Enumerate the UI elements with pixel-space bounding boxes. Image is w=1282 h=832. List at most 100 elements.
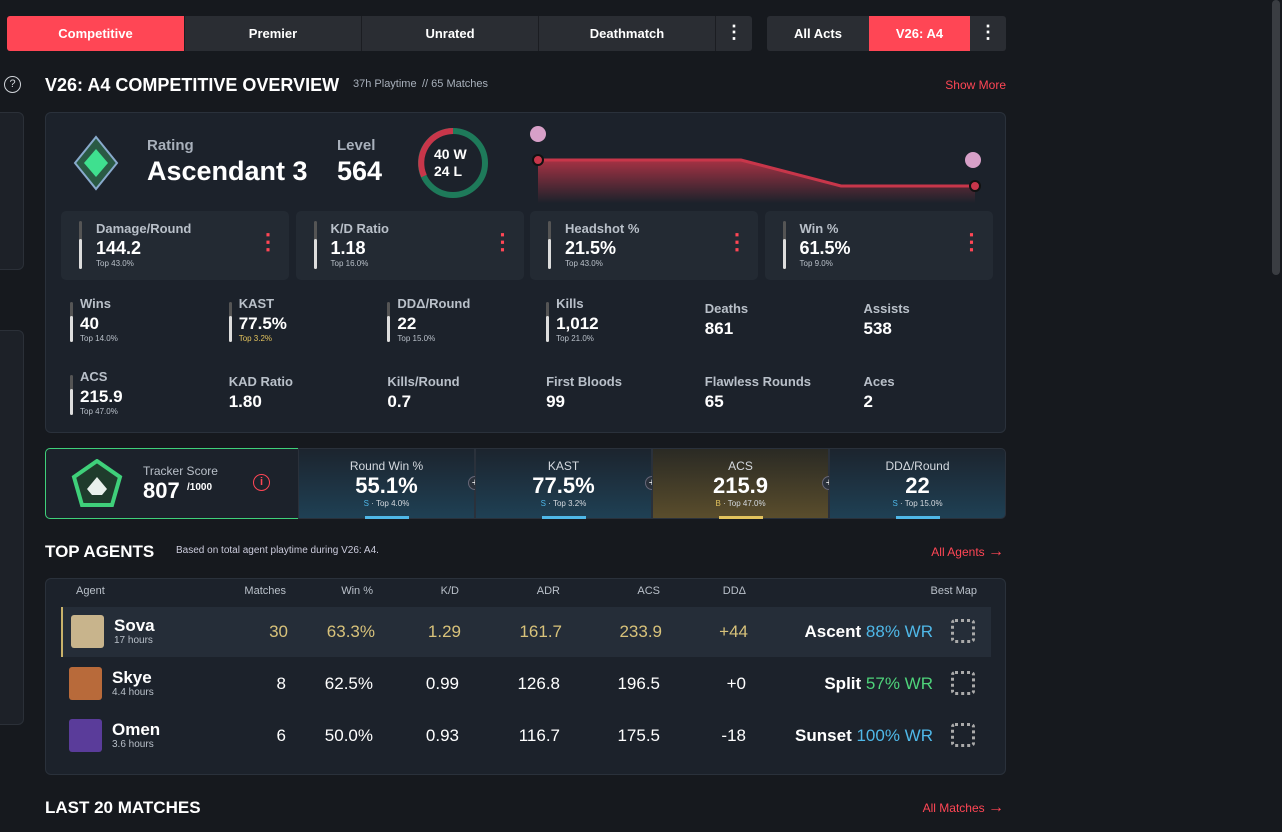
agent-cell: 1.29: [427, 622, 461, 641]
score-sub: S · Top 4.0%: [363, 499, 410, 508]
agent-row[interactable]: Skye 4.4 hours 8 62.5% 0.99 126.8 196.5 +0 Split…: [61, 659, 991, 709]
agent-cell: 0.93: [425, 726, 459, 745]
stat-value: 538: [863, 319, 892, 338]
best-map: Split 57% WR: [824, 674, 933, 694]
main-stat-value: 61.5%: [799, 238, 851, 258]
score-bar: [542, 516, 586, 519]
agent-cell: -18: [721, 726, 746, 745]
mode-tab[interactable]: Unrated: [362, 16, 539, 51]
stat-bar-fill: [548, 239, 551, 269]
score-top: Top 47.0%: [727, 499, 766, 508]
map-name: Split: [824, 674, 862, 693]
help-icon[interactable]: ?: [4, 76, 21, 93]
stat-menu[interactable]: ⋮: [491, 229, 514, 254]
score-sub: S · Top 3.2%: [540, 499, 587, 508]
agent-cell: +44: [719, 622, 748, 641]
score-sub: B · Top 47.0%: [715, 499, 766, 508]
stat-bar-fill: [79, 239, 82, 269]
stat-label: Deaths: [704, 301, 749, 316]
agent-row[interactable]: Omen 3.6 hours 6 50.0% 0.93 116.7 175.5 -18 Suns…: [61, 711, 991, 761]
main-stat-label: Damage/Round: [96, 221, 192, 236]
agent-hours: 17 hours: [114, 635, 153, 646]
best-map: Ascent 88% WR: [805, 622, 934, 642]
main-stat-top: Top 43.0%: [96, 259, 134, 268]
show-more-link[interactable]: Show More: [945, 78, 1006, 92]
all-agents-text[interactable]: All Agents: [931, 545, 985, 559]
playtime: 37h Playtime: [353, 78, 417, 90]
map-icon: [951, 671, 975, 695]
all-matches-link[interactable]: All Matches →: [922, 799, 1004, 816]
main-stat-top: Top 9.0%: [799, 259, 833, 268]
match-count: // 65 Matches: [422, 78, 489, 90]
agent-cell: 116.7: [518, 726, 560, 745]
info-icon[interactable]: i: [253, 474, 270, 491]
tracker-max: /1000: [187, 482, 213, 493]
stat-top: Top 47.0%: [80, 407, 118, 416]
main-stat-card: Headshot % 21.5% Top 43.0% ⋮: [530, 211, 758, 280]
agent-row[interactable]: Sova 17 hours 30 63.3% 1.29 161.7 233.9 +44 Asce…: [61, 607, 991, 657]
stat-value: 1,012: [556, 314, 599, 333]
stat-value: 861: [704, 319, 734, 338]
score-card: ACS 215.9 B · Top 47.0%: [652, 448, 829, 519]
score-bar: [896, 516, 940, 519]
score-grade: S: [363, 499, 369, 508]
stat-value: 215.9: [80, 387, 123, 406]
main-stat-top: Top 16.0%: [330, 259, 369, 268]
stat-value: 0.7: [387, 392, 412, 411]
map-name: Ascent: [804, 622, 862, 641]
score-value: 22: [905, 473, 930, 498]
score-value: 215.9: [712, 473, 769, 498]
stat-top: Top 15.0%: [397, 334, 436, 343]
act-tab[interactable]: V26: A4: [869, 16, 970, 51]
stat-value: 65: [704, 392, 724, 411]
stat-label: First Bloods: [546, 374, 622, 389]
score-top: Top 15.0%: [904, 499, 943, 508]
agent-cell: 196.5: [617, 674, 660, 693]
score-grade: S: [892, 499, 898, 508]
score-value: 77.5%: [532, 473, 595, 498]
stat-label: KAST: [238, 296, 275, 311]
agent-hours: 4.4 hours: [112, 687, 154, 698]
agent-name: Omen: [112, 720, 161, 739]
wins: 40 W: [434, 146, 467, 162]
score-sub: S · Top 15.0%: [892, 499, 943, 508]
stat-value: 40: [80, 314, 99, 333]
rank-icon: [73, 135, 119, 191]
mode-tab[interactable]: Deathmatch: [539, 16, 716, 51]
stat-value: 22: [397, 314, 417, 333]
stat-value: 2: [863, 392, 873, 411]
stat-label: Aces: [863, 374, 895, 389]
column-header: ACS: [637, 585, 660, 597]
main-stat-label: K/D Ratio: [330, 221, 390, 236]
stat-menu[interactable]: ⋮: [257, 229, 279, 254]
rating: Ascendant 3: [147, 156, 308, 186]
agent-cell: 126.8: [517, 674, 560, 693]
column-header: Agent: [76, 585, 105, 597]
agent-hours: 3.6 hours: [112, 739, 154, 750]
stat-label: Wins: [80, 296, 111, 311]
stat-label: Kills: [556, 296, 584, 311]
sidebar-panel: [0, 112, 24, 270]
win-loss-ring: [418, 128, 488, 198]
all-agents-link[interactable]: All Agents →: [931, 543, 1004, 560]
stat-label: DDΔ/Round: [397, 296, 471, 311]
mode-tab[interactable]: Competitive: [7, 16, 185, 51]
stat-menu[interactable]: ⋮: [960, 229, 983, 254]
score-top: Top 3.2%: [552, 499, 587, 508]
all-matches-text[interactable]: All Matches: [922, 801, 985, 815]
map-icon: [951, 723, 975, 747]
agent-cell: 161.7: [519, 622, 562, 641]
stat-top: Top 14.0%: [80, 334, 118, 343]
rating-graph: [530, 126, 981, 203]
act-tab[interactable]: All Acts: [767, 16, 869, 51]
agent-name: Sova: [114, 616, 155, 635]
mode-tab[interactable]: Premier: [185, 16, 362, 51]
map-icon: [951, 619, 975, 643]
agent-cell: 62.5%: [324, 674, 373, 693]
main-stat-value: 144.2: [96, 238, 142, 258]
stat-menu[interactable]: ⋮: [726, 229, 748, 254]
agents-table: Agent Matches Win % K/D ADR ACS DDΔ Best Map Sov…: [45, 578, 1006, 775]
agent-cell: 0.99: [425, 674, 459, 693]
agent-avatar: [69, 667, 102, 700]
